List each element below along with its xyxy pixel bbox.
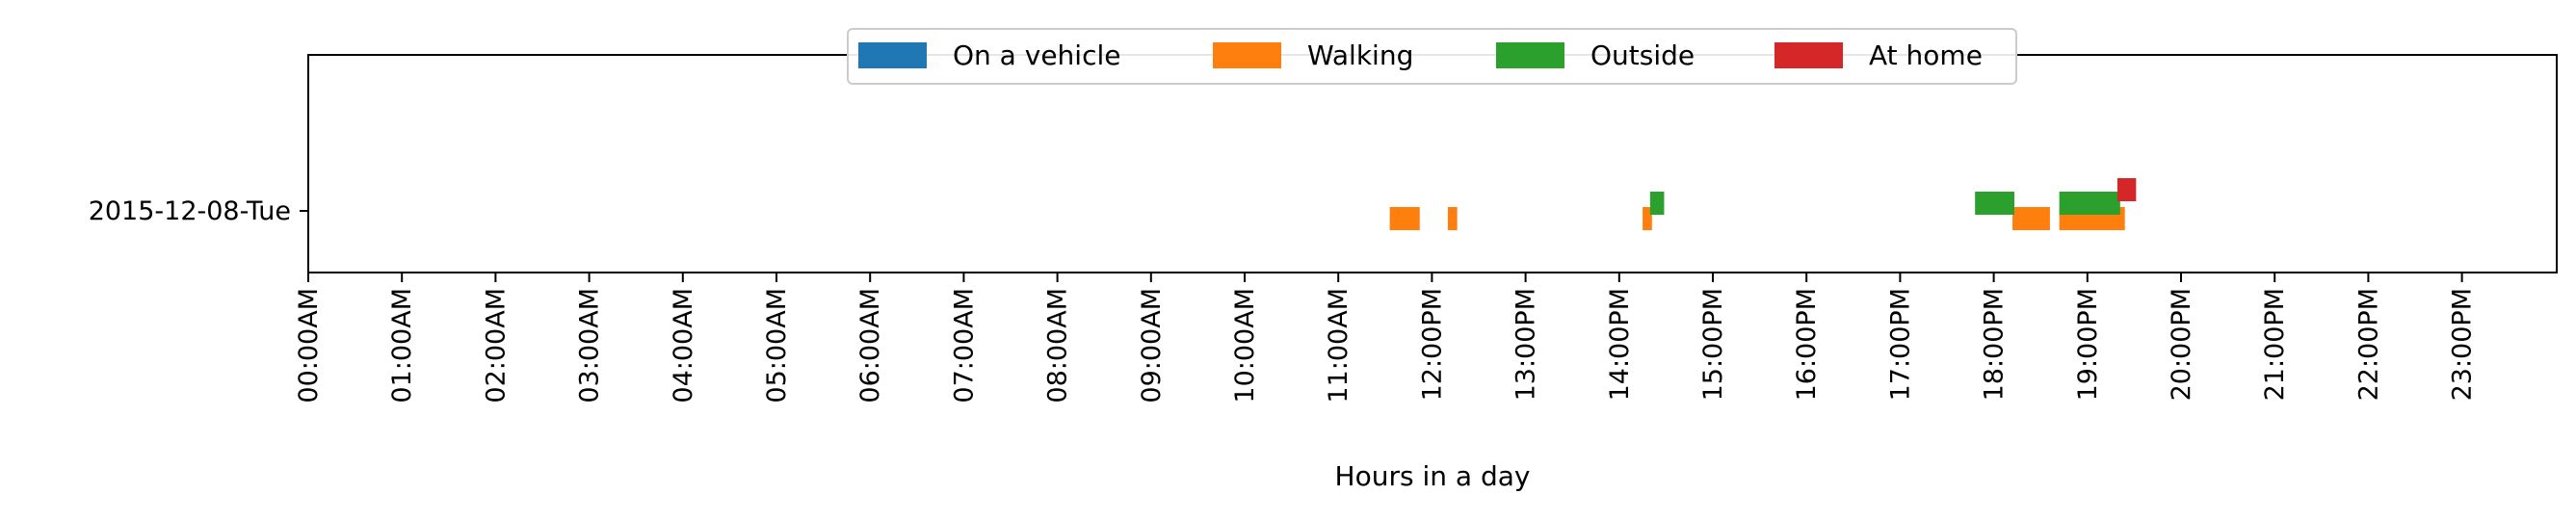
x-tick-label: 11:00AM (1324, 288, 1354, 403)
x-tick-label: 08:00AM (1043, 288, 1073, 403)
plot-area (1389, 178, 2137, 230)
legend-swatch-walking (1213, 42, 1281, 68)
x-axis: 00:00AM 01:00AM 02:00AM 03:00AM 04:00AM 05:00… (294, 273, 2478, 403)
legend-label-walking: Walking (1307, 39, 1413, 71)
legend-swatch-on-a-vehicle (858, 42, 927, 68)
x-tick-label: 03:00AM (575, 288, 605, 403)
bar-walking (2012, 207, 2050, 230)
x-tick-label: 05:00AM (762, 288, 792, 403)
bar-outside (1649, 192, 1665, 215)
legend-label-at-home: At home (1869, 39, 1983, 71)
legend-label-outside: Outside (1590, 39, 1695, 71)
x-tick-label: 17:00PM (1885, 288, 1915, 401)
x-tick-label: 15:00PM (1698, 288, 1728, 401)
x-tick-label: 01:00AM (387, 288, 417, 403)
legend: On a vehicle Walking Outside At home (847, 28, 2017, 85)
y-axis: 2015-12-08-Tue (89, 196, 308, 226)
x-tick-label: 16:00PM (1792, 288, 1822, 401)
x-tick-label: 09:00AM (1137, 288, 1167, 403)
x-tick-label: 10:00AM (1230, 288, 1260, 403)
x-tick-label: 13:00PM (1511, 288, 1541, 401)
bar-outside (2059, 192, 2120, 215)
x-tick-label: 20:00PM (2167, 288, 2196, 401)
bar-walking (1389, 207, 1420, 230)
x-tick-label: 21:00PM (2260, 288, 2290, 401)
legend-swatch-at-home (1774, 42, 1843, 68)
x-tick-label: 22:00PM (2353, 288, 2383, 401)
bar-at-home (2116, 178, 2137, 201)
x-tick-label: 12:00PM (1417, 288, 1447, 401)
x-tick-label: 19:00PM (2073, 288, 2103, 401)
bar-outside (1975, 192, 2014, 215)
legend-swatch-outside (1496, 42, 1564, 68)
legend-label-on-a-vehicle: On a vehicle (953, 39, 1120, 71)
x-tick-label: 18:00PM (1980, 288, 2010, 401)
bar-walking (1643, 207, 1652, 230)
y-tick-label: 2015-12-08-Tue (89, 196, 291, 226)
plot-frame (307, 54, 2558, 273)
x-axis-label: Hours in a day (1335, 460, 1531, 492)
legend-box (847, 28, 2017, 85)
x-tick-label: 07:00AM (949, 288, 979, 403)
x-tick-label: 00:00AM (294, 288, 324, 403)
x-tick-label: 04:00AM (669, 288, 698, 403)
x-tick-label: 06:00AM (855, 288, 885, 403)
x-tick-label: 14:00PM (1605, 288, 1635, 401)
bar-walking (1447, 207, 1458, 230)
x-tick-label: 23:00PM (2448, 288, 2478, 401)
x-tick-label: 02:00AM (481, 288, 511, 403)
